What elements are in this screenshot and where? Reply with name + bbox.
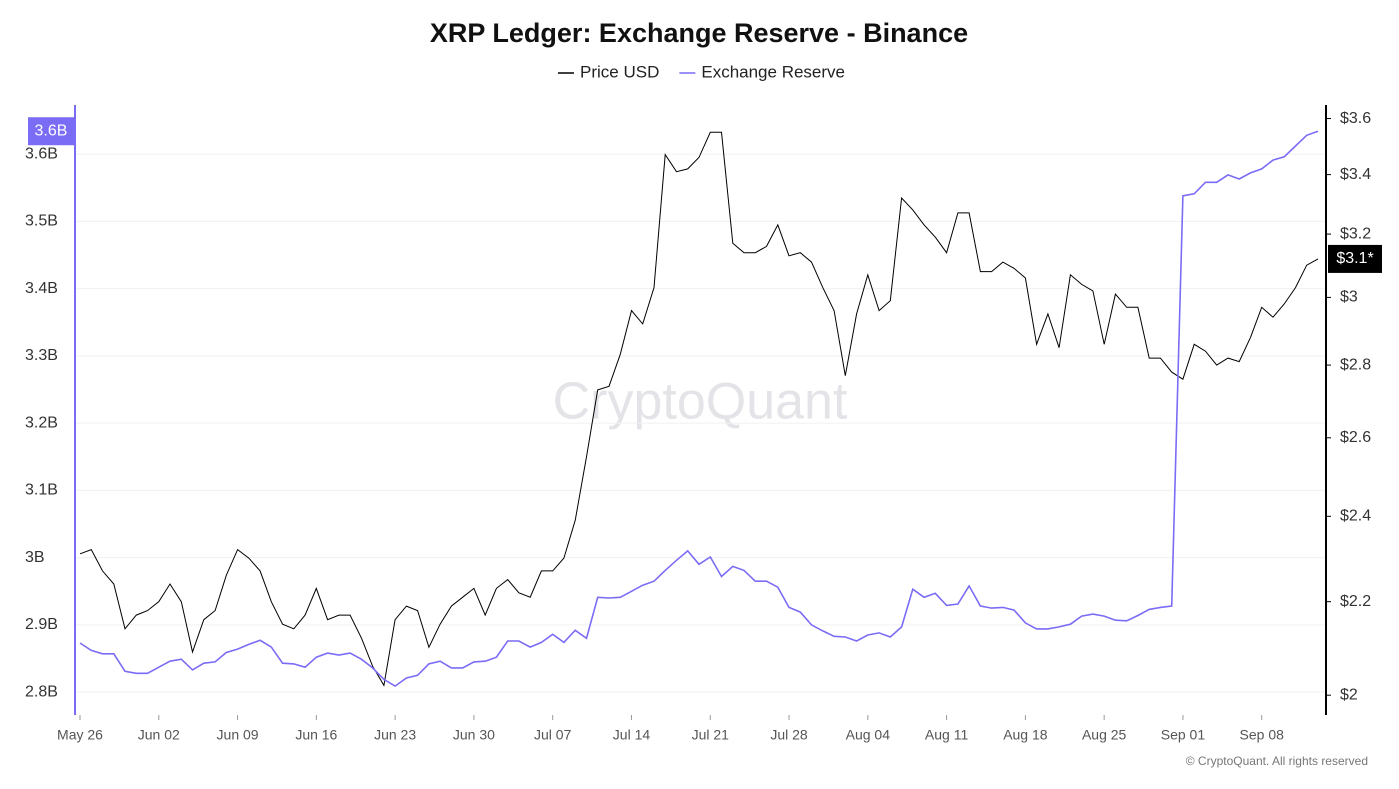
x-tick-label: May 26 xyxy=(57,727,103,743)
y2-tick-label: $3 xyxy=(1340,289,1358,306)
y2-tick-label: $2.4 xyxy=(1340,508,1371,525)
x-tick-label: Aug 18 xyxy=(1003,727,1048,743)
x-tick-label: Jun 02 xyxy=(138,727,180,743)
y2-tick-label: $3.2 xyxy=(1340,225,1371,242)
y2-tick-label: $2.8 xyxy=(1340,356,1371,373)
y-tick-label: 3.6B xyxy=(25,145,58,162)
y2-tick-label: $2 xyxy=(1340,686,1358,703)
y-tick-label: 3.3B xyxy=(25,347,58,364)
y2-tick-label: $3.4 xyxy=(1340,166,1371,183)
y2-tick-label: $2.2 xyxy=(1340,593,1371,610)
y-tick-label: 2.9B xyxy=(25,616,58,633)
x-tick-label: Jul 28 xyxy=(770,727,808,743)
x-tick-label: Jun 30 xyxy=(453,727,495,743)
y2-tick-label: $2.6 xyxy=(1340,429,1371,446)
x-tick-label: Aug 11 xyxy=(925,727,969,743)
last-value-label: $3.1* xyxy=(1336,250,1373,267)
x-tick-label: Sep 01 xyxy=(1161,727,1206,743)
y-tick-label: 3.2B xyxy=(25,414,58,431)
x-tick-label: Jul 07 xyxy=(534,727,572,743)
x-tick-label: Jun 09 xyxy=(217,727,259,743)
y-tick-label: 3.5B xyxy=(25,213,58,230)
last-value-label: 3.6B xyxy=(35,122,68,139)
x-tick-label: Aug 04 xyxy=(846,727,891,743)
legend-label: Exchange Reserve xyxy=(701,62,845,81)
y-tick-label: 3B xyxy=(25,549,45,566)
legend-label: Price USD xyxy=(580,62,659,81)
x-tick-label: Jul 14 xyxy=(613,727,651,743)
series-line xyxy=(79,130,1319,688)
y-tick-label: 3.1B xyxy=(25,482,58,499)
x-tick-label: Jun 16 xyxy=(295,727,337,743)
y2-tick-label: $3.6 xyxy=(1340,110,1371,127)
last-value-badge xyxy=(28,117,75,146)
x-tick-label: Jul 21 xyxy=(692,727,730,743)
x-tick-label: Jun 23 xyxy=(374,727,416,743)
y-tick-label: 2.8B xyxy=(25,683,58,700)
y-tick-label: 3.4B xyxy=(25,280,58,297)
x-tick-label: Sep 08 xyxy=(1240,727,1285,743)
chart-title: XRP Ledger: Exchange Reserve - Binance xyxy=(430,18,968,48)
last-value-badge xyxy=(1328,244,1382,273)
x-tick-label: Aug 25 xyxy=(1082,727,1127,743)
series-line xyxy=(79,131,1319,687)
credit: © CryptoQuant. All rights reserved xyxy=(1186,754,1368,768)
watermark: CryptoQuant xyxy=(553,373,848,431)
